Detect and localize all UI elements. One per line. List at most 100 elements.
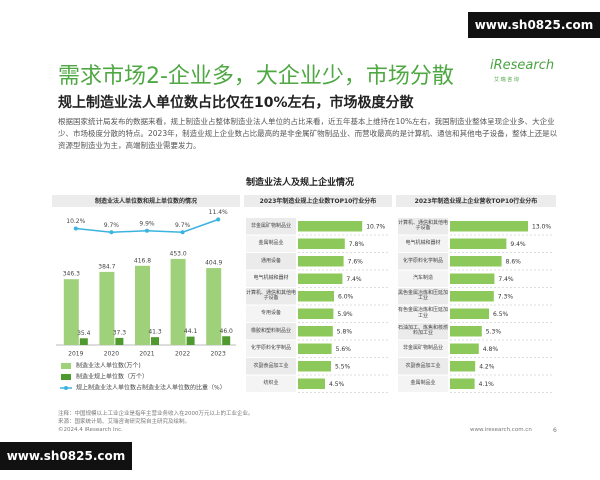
data-label: 7.3%: [498, 293, 514, 300]
bar: [298, 221, 363, 232]
bar: [186, 336, 195, 345]
category-label: 金属制品业: [258, 240, 284, 246]
category-label-box: 金属制品业: [258, 240, 284, 246]
data-label: 7.8%: [349, 241, 365, 248]
data-label: 384.7: [98, 263, 115, 270]
bar: [298, 308, 334, 319]
label-bg: [246, 358, 296, 375]
category-label: 计算机、通信和其他电子设备: [246, 289, 296, 302]
data-label: 6.5%: [493, 311, 509, 318]
data-label: 5.3%: [486, 328, 502, 335]
label-bg: [246, 253, 296, 270]
x-tick-label: 2021: [139, 351, 154, 358]
category-label: 石油加工、炼焦和核燃料加工业: [398, 324, 448, 337]
label-bg: [246, 323, 296, 340]
label-bg: [398, 305, 448, 322]
data-label: 37.3: [113, 329, 127, 336]
category-label: 纺织业: [263, 380, 279, 386]
label-bg: [398, 270, 448, 287]
data-label: 453.0: [170, 250, 187, 257]
category-label: 非金属矿物制品业: [250, 222, 291, 229]
data-label: 9.7%: [104, 222, 120, 229]
subtitle: 规上制造业法人单位数占比仅在10%左右，市场极度分散: [58, 95, 414, 111]
line-point: [180, 230, 185, 235]
bar: [450, 326, 482, 337]
category-label-box: 化学原料化学制品: [250, 345, 291, 351]
watermark: www.sh0825.com: [468, 12, 600, 38]
bar: [79, 338, 88, 345]
data-label: 4.5%: [329, 381, 345, 388]
bar: [298, 326, 333, 337]
category-label-box: 纺织业: [263, 380, 279, 386]
category-label-box: 农副食品加工业: [253, 362, 289, 369]
label-bg: [398, 340, 448, 357]
category-label: 汽车制造: [412, 275, 433, 281]
bar: [170, 258, 186, 345]
category-label: 化学原料化学制品: [402, 257, 443, 264]
panel-title: 2023年制造业规上企业营收TOP10行业分布: [415, 197, 538, 205]
page-number: 6: [553, 427, 557, 434]
panel-title: 2023年制造业规上企业数TOP10行业分布: [260, 197, 377, 205]
data-label: 11.4%: [209, 209, 228, 216]
bar: [450, 221, 528, 232]
data-label: 4.1%: [479, 381, 495, 388]
data-label: 416.8: [134, 257, 151, 264]
category-label-box: 化学原料化学制品: [402, 257, 443, 264]
bar: [450, 291, 494, 302]
logo: iResearch: [490, 58, 555, 73]
category-label: 电气机械和器材: [405, 240, 441, 246]
data-label: 9.4%: [510, 241, 526, 248]
category-label: 金属制品业: [410, 380, 436, 386]
data-label: 346.3: [63, 271, 80, 278]
source: 来源：国家统计局、艾瑞咨询研究院自主研究及绘制。: [58, 419, 191, 425]
bar: [450, 378, 475, 389]
x-tick-label: 2023: [211, 351, 226, 358]
category-label-box: 黑色金属冶炼和压延加工业: [398, 290, 448, 301]
category-label: 农副食品加工业: [253, 362, 289, 369]
category-label: 化学原料化学制品: [250, 345, 291, 351]
category-label: 电气机械和器材: [253, 275, 289, 281]
bar: [206, 268, 222, 345]
label-bg: [398, 288, 448, 305]
data-label: 5.5%: [335, 363, 351, 370]
legend-swatch: [61, 374, 71, 380]
label-bg: [246, 375, 296, 392]
data-label: 4.2%: [479, 363, 495, 370]
legend-label: 规上制造业法人单位数占制造业法人单位数的比重（%）: [76, 384, 226, 392]
copyright: ©2024.4 iResearch Inc.: [58, 427, 123, 433]
note: 注释：中国规模以上工业企业是指年主营业务收入在2000万元以上的工业企业。: [58, 411, 254, 417]
label-bg: [398, 235, 448, 252]
x-tick-label: 2022: [175, 351, 190, 358]
bar: [450, 256, 502, 267]
body-text: 根据国家统计局发布的数据来看，规上制造业占整体制造业法人单位的占比来看，近五年基…: [58, 117, 558, 150]
data-label: 41.3: [148, 329, 162, 336]
label-bg: [246, 288, 296, 305]
category-label: 专用设备: [260, 310, 281, 316]
bar: [450, 308, 489, 319]
bar: [298, 378, 325, 389]
category-label-box: 农副食品加工业: [405, 363, 440, 368]
bar: [135, 265, 150, 345]
bar: [63, 279, 79, 345]
watermark: www.sh0825.com: [0, 442, 132, 470]
category-label-box: 金属制品业: [410, 380, 436, 386]
data-label: 13.0%: [532, 223, 551, 230]
category-label: 通用设备: [260, 257, 281, 264]
bar: [298, 291, 334, 302]
bar: [450, 361, 476, 372]
data-label: 7.4%: [498, 276, 514, 283]
bar: [298, 238, 345, 249]
line-point: [216, 217, 221, 222]
logo-sub: 艾 瑞 咨 询: [494, 77, 519, 83]
website: www.iresearch.com.cn: [470, 427, 532, 433]
panel-title-bg: [52, 195, 240, 207]
title: 需求市场2-企业多，大企业少，市场分散: [58, 64, 454, 89]
category-label-box: 通用设备: [260, 257, 281, 264]
label-bg: [246, 235, 296, 252]
line-point: [109, 230, 114, 235]
category-label-box: 电气机械和器材: [405, 240, 441, 246]
category-label-box: 非金属矿物制品业: [250, 222, 291, 229]
section-title: 制造业法人及规上企业情况: [245, 178, 354, 188]
data-label: 9.9%: [139, 220, 155, 227]
data-label: 46.0: [220, 328, 234, 335]
